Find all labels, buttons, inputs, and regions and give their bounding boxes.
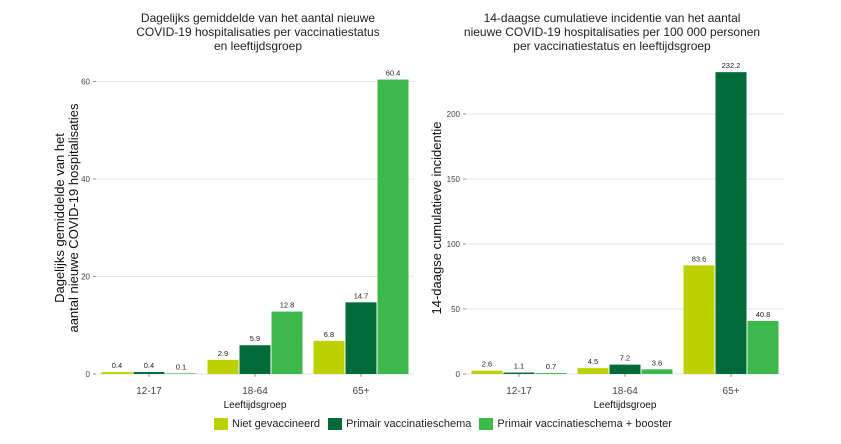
- chart2-bar: [503, 372, 535, 374]
- chart1-x-tick-label: 65+: [353, 386, 370, 397]
- chart2-y-tick-label: 100: [447, 240, 461, 249]
- legend-item-niet-gevaccineerd: Niet gevaccineerd: [214, 418, 320, 430]
- chart2-x-tick-label: 65+: [723, 386, 740, 397]
- chart1-data-label: 60.4: [386, 69, 401, 78]
- chart2-y-tick-label: 50: [451, 305, 460, 314]
- chart2-data-label: 4.5: [588, 357, 598, 366]
- chart2-data-label: 7.2: [620, 354, 630, 363]
- chart2-data-label: 40.8: [756, 310, 771, 319]
- chart1-bar: [377, 79, 409, 375]
- chart2-bar: [471, 370, 503, 374]
- chart2-title-line: nieuwe COVID-19 hospitalisaties per 100 …: [464, 25, 760, 39]
- legend-item-booster: Primair vaccinatieschema + booster: [479, 418, 672, 430]
- chart1-bar: [101, 372, 133, 374]
- chart2-title-line: per vaccinatiestatus en leeftijdsgroep: [513, 39, 711, 53]
- chart1-title-line: COVID-19 hospitalisaties per vaccinaties…: [136, 25, 379, 39]
- chart2-data-label: 232.2: [722, 61, 741, 70]
- chart2-y-tick-label: 200: [447, 110, 461, 119]
- chart1-data-label: 5.9: [250, 334, 260, 343]
- chart1-y-tick-label: 40: [81, 175, 90, 184]
- chart2-x-tick-label: 12-17: [506, 386, 532, 397]
- chart2-y-tick-label: 150: [447, 175, 461, 184]
- chart1-bar: [133, 372, 165, 374]
- chart1-data-label: 2.9: [218, 349, 228, 358]
- chart2-x-tick-label: 18-64: [612, 386, 638, 397]
- chart1-x-tick-label: 18-64: [242, 386, 268, 397]
- chart2-data-label: 3.6: [652, 358, 662, 367]
- legend-label-niet-gevaccineerd: Niet gevaccineerd: [232, 418, 321, 430]
- chart2-x-axis-label: Leeftijdsgroep: [594, 400, 657, 411]
- chart2-data-label: 2.6: [482, 360, 492, 369]
- chart1-bar: [207, 359, 239, 374]
- chart2-bar: [747, 320, 779, 374]
- chart1-data-label: 0.1: [176, 363, 186, 372]
- legend-label-booster: Primair vaccinatieschema + booster: [497, 418, 672, 430]
- chart2-bar: [535, 373, 567, 374]
- chart2-bar: [609, 364, 641, 374]
- chart1-bar: [165, 373, 197, 374]
- legend-swatch-primair: [328, 418, 343, 430]
- chart1-bar: [239, 345, 271, 374]
- legend-item-primair: Primair vaccinatieschema: [328, 418, 471, 430]
- chart1-y-tick-label: 20: [81, 273, 90, 282]
- legend-swatch-booster: [479, 418, 494, 430]
- chart2-bar: [577, 368, 609, 374]
- chart2-data-label: 83.6: [692, 254, 707, 263]
- legend-label-primair: Primair vaccinatieschema: [346, 418, 472, 430]
- chart1-x-axis-label: Leeftijdsgroep: [224, 400, 287, 411]
- chart1-y-tick-label: 0: [86, 370, 91, 379]
- chart1-data-label: 12.8: [280, 301, 295, 310]
- chart2-bar: [683, 265, 715, 374]
- legend: Niet gevaccineerd Primair vaccinatiesche…: [214, 418, 680, 430]
- chart2-data-label: 0.7: [546, 362, 556, 371]
- chart2-title-line: 14-daagse cumulatieve incidentie van het…: [484, 11, 741, 25]
- chart1-y-tick-label: 60: [81, 78, 90, 87]
- chart1-data-label: 14.7: [354, 291, 369, 300]
- chart2-y-axis-label: 14-daagse cumulatieve incidentie: [429, 122, 444, 315]
- chart1-data-label: 6.8: [324, 330, 334, 339]
- chart2-y-tick-label: 0: [456, 370, 461, 379]
- chart2-bar: [715, 72, 747, 374]
- chart2-data-label: 1.1: [514, 362, 524, 371]
- chart1-bar: [271, 311, 303, 374]
- chart1-bar: [345, 302, 377, 374]
- chart1-y-axis-label: Dagelijks gemiddelde van het: [52, 133, 67, 303]
- legend-swatch-niet-gevaccineerd: [214, 418, 228, 430]
- chart1-y-axis-label: aantal nieuwe COVID-19 hospitalisaties: [66, 103, 81, 333]
- chart2-bar: [641, 369, 673, 374]
- chart1-data-label: 0.4: [112, 361, 122, 370]
- chart1-title-line: Dagelijks gemiddelde van het aantal nieu…: [141, 11, 375, 25]
- chart1-data-label: 0.4: [144, 361, 154, 370]
- chart1-title-line: en leeftijdsgroep: [214, 39, 302, 53]
- chart1-x-tick-label: 12-17: [136, 386, 162, 397]
- chart1-bar: [313, 340, 345, 374]
